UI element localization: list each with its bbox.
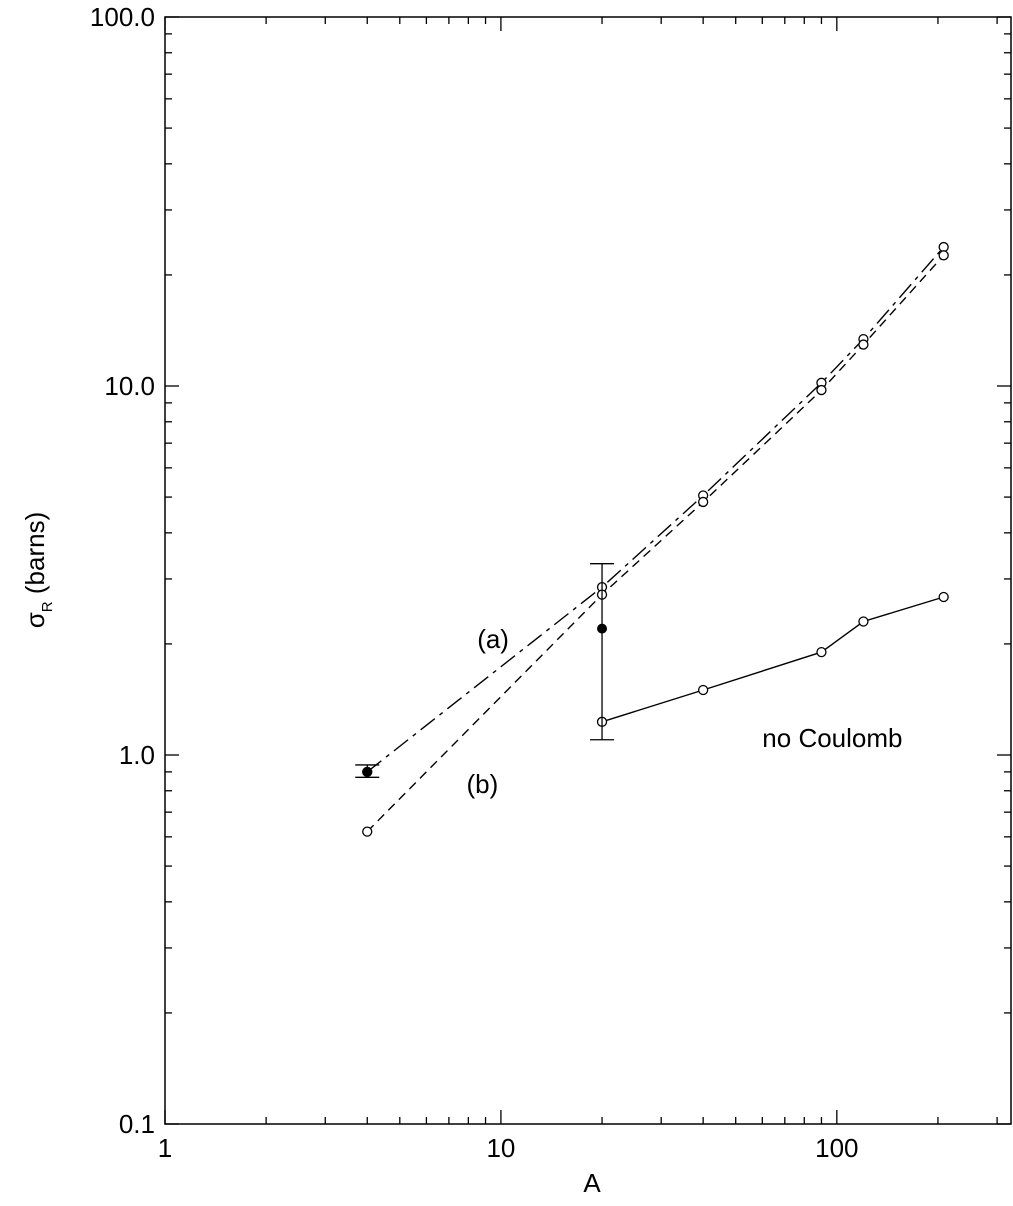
point-b — [362, 826, 373, 837]
series-line-a — [366, 246, 945, 773]
label-a: (a) — [477, 624, 509, 654]
point-b — [816, 384, 827, 396]
ticks-layer: 1 10 100 0.1 1.0 10.0 100.0 — [90, 2, 1011, 1163]
point-no-coulomb — [858, 616, 869, 627]
series-line-b — [366, 254, 945, 833]
y-tick-label: 0.1 — [119, 1109, 155, 1139]
point-b — [858, 339, 869, 350]
point-b — [698, 496, 709, 508]
y-axis-title-unit: (barns) — [20, 512, 50, 602]
plot-frame — [164, 16, 1012, 1125]
y-axis-title-symbol: σ — [20, 612, 50, 628]
measure-layer — [355, 563, 615, 778]
label-no-coulomb: no Coulomb — [762, 723, 902, 753]
x-axis-title: A — [583, 1168, 601, 1198]
x-tick-label: 100 — [815, 1133, 858, 1163]
y-axis-title: σR (barns) — [20, 512, 56, 628]
x-tick-label: 10 — [486, 1133, 515, 1163]
point-no-coulomb — [816, 646, 827, 658]
y-tick-label: 10.0 — [104, 371, 155, 401]
y-tick-label: 100.0 — [90, 2, 155, 32]
label-b: (b) — [467, 769, 499, 799]
measured-point — [362, 766, 373, 777]
measured-point — [597, 623, 608, 634]
point-b — [938, 250, 949, 261]
y-axis-title-subscript: R — [39, 601, 56, 612]
series-line-no-coulomb — [601, 596, 944, 723]
x-tick-label: 1 — [158, 1133, 172, 1163]
point-no-coulomb — [698, 684, 709, 696]
y-tick-label: 1.0 — [119, 740, 155, 770]
point-no-coulomb — [938, 591, 949, 603]
